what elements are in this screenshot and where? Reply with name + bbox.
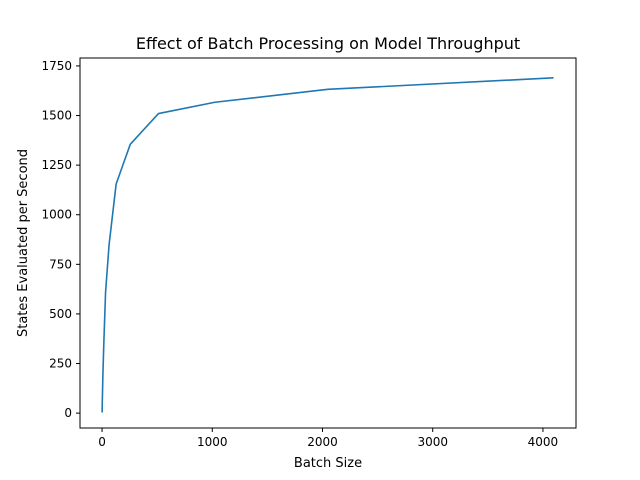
x-tick-label: 2000 xyxy=(307,435,338,449)
series-layer xyxy=(101,77,554,413)
chart-title: Effect of Batch Processing on Model Thro… xyxy=(136,34,520,53)
y-tick-label: 0 xyxy=(64,406,72,420)
y-tick-label: 500 xyxy=(49,307,72,321)
x-tick-label: 4000 xyxy=(528,435,559,449)
y-tick-label: 1750 xyxy=(41,59,72,73)
x-tick-label: 0 xyxy=(98,435,106,449)
y-tick-label: 750 xyxy=(49,257,72,271)
x-tick-label: 1000 xyxy=(197,435,228,449)
y-tick-label: 1000 xyxy=(41,208,72,222)
plot-area xyxy=(80,58,576,428)
y-tick-label: 1500 xyxy=(41,109,72,123)
y-tick-label: 250 xyxy=(49,357,72,371)
throughput-line xyxy=(101,77,554,413)
y-axis-ticks: 0 250 500 750 1000 1250 1500 1750 xyxy=(41,59,80,420)
y-tick-label: 1250 xyxy=(41,158,72,172)
y-axis-label: States Evaluated per Second xyxy=(16,149,31,337)
plot-frame xyxy=(79,57,577,429)
x-tick-label: 3000 xyxy=(417,435,448,449)
x-axis-ticks: 0 1000 2000 3000 4000 xyxy=(98,428,558,449)
x-axis-label: Batch Size xyxy=(294,456,362,471)
